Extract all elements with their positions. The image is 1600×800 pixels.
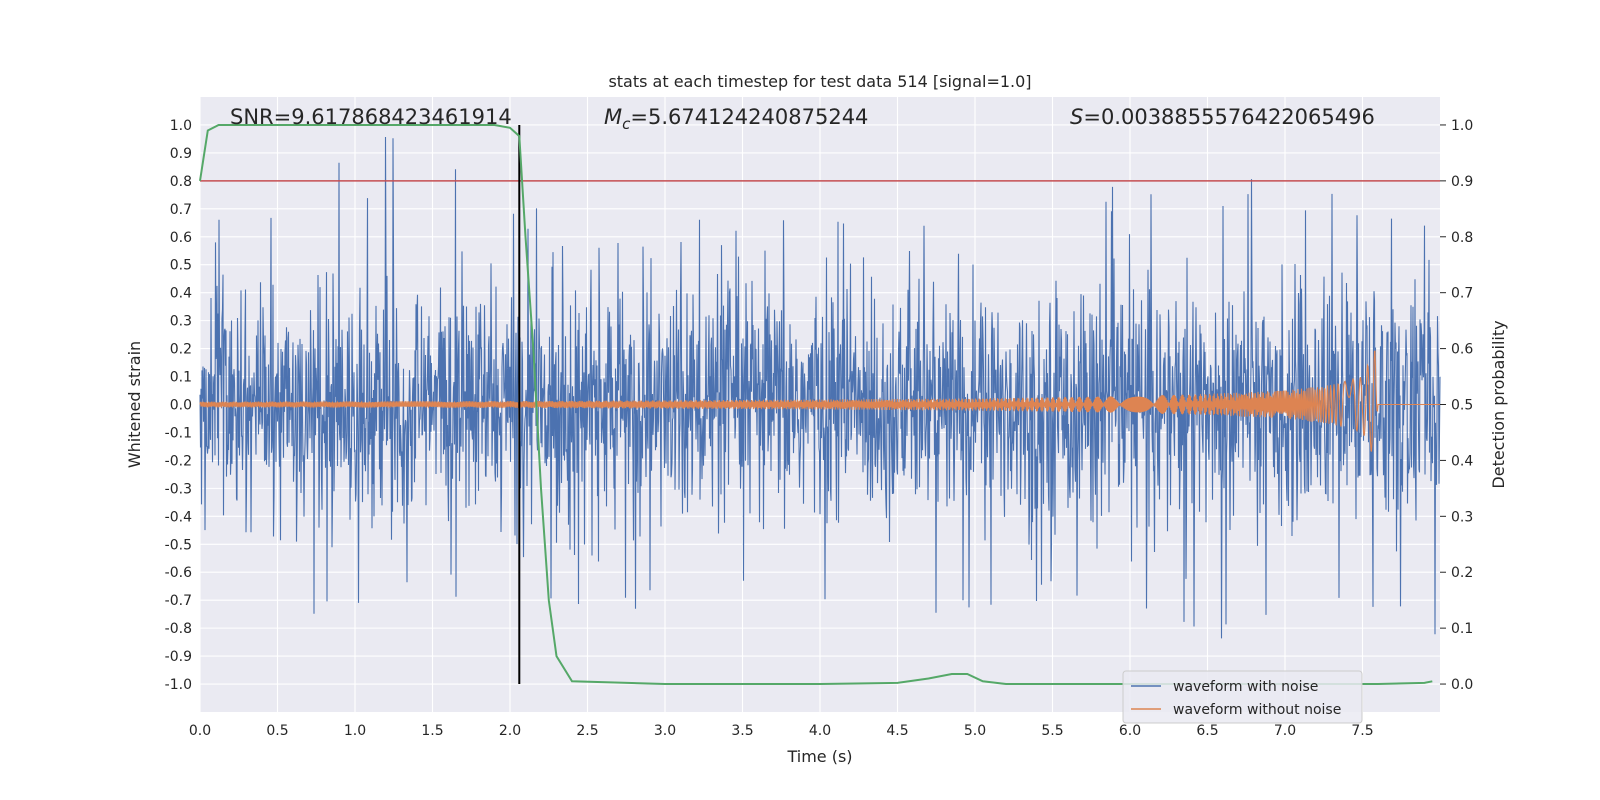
y-tick-label: -0.6 <box>165 565 192 581</box>
y2-tick-label: 1.0 <box>1451 118 1473 134</box>
series-line <box>199 124 1433 685</box>
y-tick-label: -0.2 <box>165 453 192 469</box>
x-tick-label: 1.0 <box>344 723 366 739</box>
series-waveform-with-noise <box>199 136 1441 639</box>
legend-box <box>1122 670 1363 724</box>
y-tick-label: -0.1 <box>165 425 192 441</box>
y2-tick-label: 0.4 <box>1451 453 1473 469</box>
y-tick-label: 0.2 <box>170 342 192 358</box>
y2-tick-label: 0.3 <box>1451 509 1473 525</box>
series-detection-probability <box>199 124 1433 685</box>
y-tick-label: -1.0 <box>165 677 192 693</box>
y2-tick-label: 0.9 <box>1451 174 1473 190</box>
y2-tick-label: 0.5 <box>1451 398 1473 414</box>
x-tick-label: 0.5 <box>266 723 288 739</box>
y-tick-label: 0.3 <box>170 314 192 330</box>
chirp-mass-subscript: c <box>622 115 631 133</box>
y-tick-label: 0.9 <box>170 146 192 162</box>
legend-entry-waveform-without-noise: waveform without noise <box>1173 702 1341 718</box>
x-tick-label: 3.0 <box>654 723 676 739</box>
y-tick-label: -0.8 <box>165 621 192 637</box>
x-axis-label: Time (s) <box>786 747 852 766</box>
ticks: 0.0 0.5 1.0 1.5 2.0 2.5 3.0 3.5 4.0 4.5 5.0 5.5 6.0 6… <box>165 118 1474 739</box>
y-tick-label: 0.5 <box>170 258 192 274</box>
y2-tick-label: 0.2 <box>1451 565 1473 581</box>
y-axis-label: Whitened strain <box>125 341 144 468</box>
s-symbol: S <box>1070 105 1083 129</box>
chirp-mass-value: =5.674124240875244 <box>630 105 868 129</box>
legend: waveform with noise waveform without noi… <box>1122 670 1363 724</box>
y-tick-label: 0.6 <box>170 230 192 246</box>
chirp-mass-symbol: M <box>604 105 622 129</box>
y-tick-label: 0.7 <box>170 202 192 218</box>
x-tick-label: 7.0 <box>1274 723 1296 739</box>
series-line <box>199 136 1441 639</box>
chart-title: stats at each timestep for test data 514… <box>608 72 1031 91</box>
x-tick-label: 5.0 <box>964 723 986 739</box>
y-tick-label: 1.0 <box>170 118 192 134</box>
x-tick-label: 2.5 <box>576 723 598 739</box>
snr-annotation: SNR=9.617868423461914 <box>230 105 512 129</box>
y-tick-label: 0.8 <box>170 174 192 190</box>
y2-tick-label: 0.8 <box>1451 230 1473 246</box>
y-tick-label: 0.4 <box>170 286 192 302</box>
x-tick-label: 0.0 <box>189 723 211 739</box>
x-tick-label: 7.5 <box>1351 723 1373 739</box>
x-tick-label: 2.0 <box>499 723 521 739</box>
chirp-mass-annotation: Mc=5.674124240875244 <box>604 105 868 133</box>
y2-tick-label: 0.7 <box>1451 286 1473 302</box>
y2-tick-label: 0.1 <box>1451 621 1473 637</box>
s-value: =0.0038855576422065496 <box>1083 105 1375 129</box>
y-tick-label: -0.3 <box>165 481 192 497</box>
y-tick-label: -0.9 <box>165 649 192 665</box>
x-tick-label: 6.5 <box>1196 723 1218 739</box>
x-tick-label: 6.0 <box>1119 723 1141 739</box>
y-tick-label: 0.1 <box>170 370 192 386</box>
legend-entry-waveform-with-noise: waveform with noise <box>1173 679 1318 695</box>
series-waveform-without-noise <box>199 350 1440 452</box>
y-tick-label: -0.5 <box>165 537 192 553</box>
x-tick-label: 5.5 <box>1041 723 1063 739</box>
y-tick-label: 0.0 <box>170 398 192 414</box>
x-tick-label: 4.5 <box>886 723 908 739</box>
series-line <box>199 350 1440 452</box>
y2-axis-label: Detection probability <box>1489 320 1508 488</box>
x-tick-label: 3.5 <box>731 723 753 739</box>
y2-tick-label: 0.0 <box>1451 677 1473 693</box>
y-tick-label: -0.7 <box>165 593 192 609</box>
y-tick-label: -0.4 <box>165 509 192 525</box>
s-annotation: S=0.0038855576422065496 <box>1070 105 1375 129</box>
x-tick-label: 4.0 <box>809 723 831 739</box>
reference-lines <box>200 124 1440 685</box>
y2-tick-label: 0.6 <box>1451 342 1473 358</box>
x-tick-label: 1.5 <box>421 723 443 739</box>
